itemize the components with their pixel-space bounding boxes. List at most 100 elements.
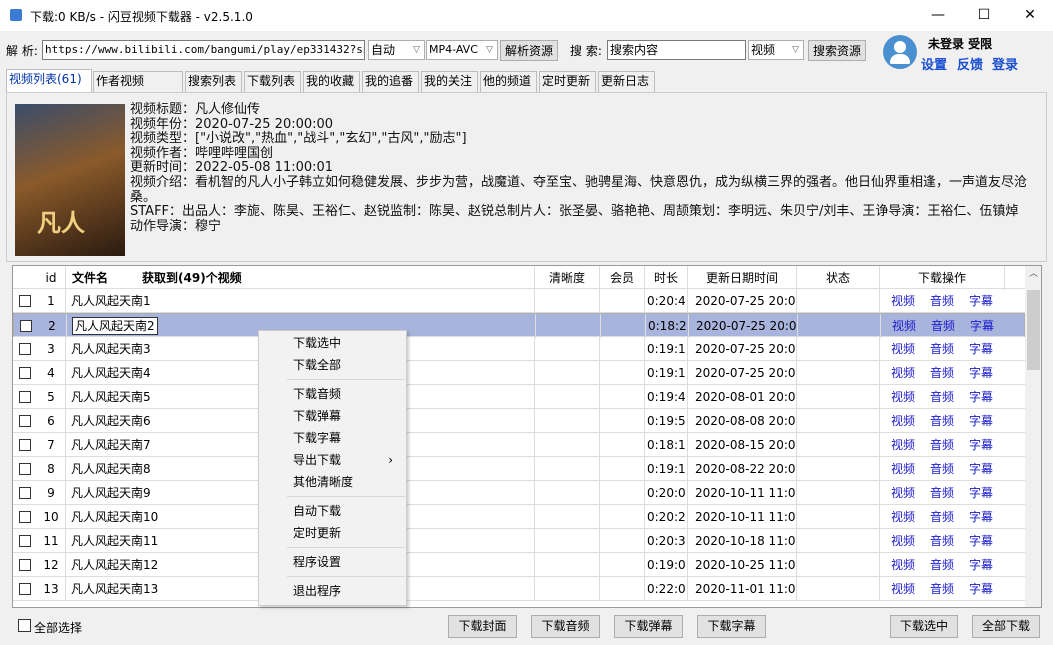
header-date[interactable]: 更新日期时间	[688, 266, 797, 290]
menu-item[interactable]: 导出下载 ›	[293, 449, 403, 471]
header-id[interactable]: id	[37, 266, 66, 290]
download-subtitle-link[interactable]: 字幕	[969, 294, 994, 308]
row-checkbox[interactable]	[20, 320, 32, 332]
tab-video-list[interactable]: 视频列表(61)	[6, 69, 92, 93]
menu-item[interactable]: 程序设置	[293, 555, 342, 569]
download-audio-link[interactable]: 音频	[930, 534, 955, 548]
table-row[interactable]: 12 凡人风起天南12 0:19:0 2020-10-25 11:00:00 视…	[13, 553, 1025, 577]
download-audio-link[interactable]: 音频	[930, 438, 955, 452]
download-video-link[interactable]: 视频	[891, 294, 916, 308]
row-name[interactable]: 凡人风起天南4	[66, 361, 535, 385]
search-type-select[interactable]: 视频 ▽	[748, 40, 804, 60]
select-all-label[interactable]: 全部选择	[34, 621, 83, 635]
download-subtitle-button[interactable]: 下载字幕	[697, 615, 766, 638]
tab-following-series[interactable]: 我的追番	[362, 71, 419, 92]
header-status[interactable]: 状态	[797, 266, 880, 290]
row-name[interactable]: 凡人风起天南13	[66, 577, 535, 601]
menu-item[interactable]: 退出程序	[293, 584, 342, 598]
row-checkbox[interactable]	[19, 583, 31, 595]
row-checkbox[interactable]	[19, 439, 31, 451]
tab-favorites[interactable]: 我的收藏	[303, 71, 360, 92]
download-audio-button[interactable]: 下载音频	[531, 615, 600, 638]
maximize-button[interactable]: ☐	[977, 7, 991, 23]
table-row[interactable]: 10 凡人风起天南10 0:20:2 2020-10-11 11:00:00 视…	[13, 505, 1025, 529]
download-video-link[interactable]: 视频	[891, 510, 916, 524]
download-subtitle-link[interactable]: 字幕	[969, 438, 994, 452]
row-name[interactable]: 凡人风起天南2	[67, 314, 536, 338]
header-vip[interactable]: 会员	[600, 266, 645, 290]
menu-item[interactable]: 下载选中	[293, 336, 342, 350]
download-video-link[interactable]: 视频	[891, 534, 916, 548]
row-name[interactable]: 凡人风起天南6	[66, 409, 535, 433]
download-video-link[interactable]: 视频	[891, 342, 916, 356]
table-row[interactable]: 11 凡人风起天南11 0:20:3 2020-10-18 11:00:00 视…	[13, 529, 1025, 553]
tab-following[interactable]: 我的关注	[421, 71, 478, 92]
minimize-button[interactable]: —	[931, 7, 945, 23]
menu-item[interactable]: 下载全部	[293, 358, 342, 372]
row-checkbox[interactable]	[19, 511, 31, 523]
menu-item[interactable]: 下载音频	[293, 387, 342, 401]
download-video-link[interactable]: 视频	[891, 438, 916, 452]
row-name[interactable]: 凡人风起天南5	[66, 385, 535, 409]
row-checkbox[interactable]	[19, 295, 31, 307]
row-name[interactable]: 凡人风起天南9	[66, 481, 535, 505]
download-subtitle-link[interactable]: 字幕	[969, 558, 994, 572]
download-audio-link[interactable]: 音频	[930, 582, 955, 596]
tab-download-list[interactable]: 下载列表	[244, 71, 301, 92]
download-audio-link[interactable]: 音频	[930, 462, 955, 476]
download-audio-link[interactable]: 音频	[930, 342, 955, 356]
download-audio-link[interactable]: 音频	[930, 486, 955, 500]
download-audio-link[interactable]: 音频	[931, 319, 956, 333]
row-name[interactable]: 凡人风起天南11	[66, 529, 535, 553]
header-duration[interactable]: 时长	[645, 266, 688, 290]
download-selected-button[interactable]: 下载选中	[890, 615, 958, 638]
row-name[interactable]: 凡人风起天南10	[66, 505, 535, 529]
download-danmaku-button[interactable]: 下载弹幕	[614, 615, 683, 638]
tab-search-list[interactable]: 搜索列表	[185, 71, 242, 92]
table-row[interactable]: 7 凡人风起天南7 0:18:1 2020-08-15 20:00:00 视频音…	[13, 433, 1025, 457]
table-row[interactable]: 2 凡人风起天南2 0:18:2 2020-07-25 20:00:00 视频音…	[13, 313, 1025, 338]
download-subtitle-link[interactable]: 字幕	[969, 510, 994, 524]
row-checkbox[interactable]	[19, 391, 31, 403]
login-link[interactable]: 登录	[992, 58, 1019, 73]
table-row[interactable]: 5 凡人风起天南5 0:19:4 2020-08-01 20:00:00 视频音…	[13, 385, 1025, 409]
download-audio-link[interactable]: 音频	[930, 558, 955, 572]
tab-channel[interactable]: 他的频道	[480, 71, 537, 92]
search-input[interactable]: 搜索内容	[607, 40, 746, 60]
row-checkbox[interactable]	[19, 535, 31, 547]
row-checkbox[interactable]	[19, 463, 31, 475]
table-row[interactable]: 9 凡人风起天南9 0:20:0 2020-10-11 11:00:00 视频音…	[13, 481, 1025, 505]
settings-link[interactable]: 设置	[921, 58, 948, 73]
row-name[interactable]: 凡人风起天南12	[66, 553, 535, 577]
download-subtitle-link[interactable]: 字幕	[969, 342, 994, 356]
download-subtitle-link[interactable]: 字幕	[969, 486, 994, 500]
download-subtitle-link[interactable]: 字幕	[969, 582, 994, 596]
row-name[interactable]: 凡人风起天南7	[66, 433, 535, 457]
download-video-link[interactable]: 视频	[892, 319, 917, 333]
download-video-link[interactable]: 视频	[891, 462, 916, 476]
download-subtitle-link[interactable]: 字幕	[969, 462, 994, 476]
tab-changelog[interactable]: 更新日志	[598, 71, 655, 92]
download-audio-link[interactable]: 音频	[930, 414, 955, 428]
select-all-checkbox[interactable]	[18, 619, 31, 632]
download-subtitle-link[interactable]: 字幕	[969, 366, 994, 380]
download-video-link[interactable]: 视频	[891, 582, 916, 596]
row-checkbox[interactable]	[19, 559, 31, 571]
download-video-link[interactable]: 视频	[891, 558, 916, 572]
download-audio-link[interactable]: 音频	[930, 390, 955, 404]
menu-item[interactable]: 其他清晰度	[293, 475, 354, 489]
tab-scheduled-update[interactable]: 定时更新	[539, 71, 596, 92]
download-all-button[interactable]: 全部下载	[972, 615, 1040, 638]
row-name[interactable]: 凡人风起天南1	[66, 289, 535, 313]
download-video-link[interactable]: 视频	[891, 486, 916, 500]
table-row[interactable]: 4 凡人风起天南4 0:19:1 2020-07-25 20:00:00 视频音…	[13, 361, 1025, 385]
download-subtitle-link[interactable]: 字幕	[969, 414, 994, 428]
download-subtitle-link[interactable]: 字幕	[969, 390, 994, 404]
table-row[interactable]: 13 凡人风起天南13 0:22:0 2020-11-01 11:00:00 视…	[13, 577, 1025, 601]
table-row[interactable]: 3 凡人风起天南3 0:19:1 2020-07-25 20:00:00 视频音…	[13, 337, 1025, 361]
download-video-link[interactable]: 视频	[891, 366, 916, 380]
download-cover-button[interactable]: 下载封面	[448, 615, 517, 638]
format-select[interactable]: MP4-AVC ▽	[426, 40, 498, 60]
parse-button[interactable]: 解析资源	[500, 40, 558, 61]
row-name[interactable]: 凡人风起天南8	[66, 457, 535, 481]
